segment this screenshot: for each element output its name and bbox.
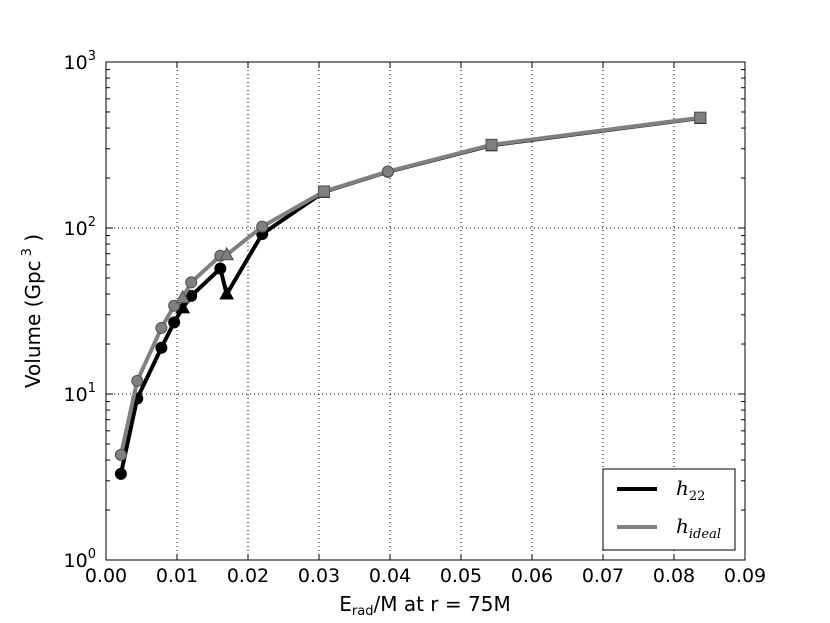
series-h-ideal-point (131, 374, 144, 387)
series-h-22-point (219, 286, 235, 300)
x-axis-label: Erad/M at r = 75M (339, 592, 510, 619)
series-h-ideal-point (256, 220, 269, 233)
series-h-ideal-point (485, 138, 498, 151)
x-tick-label: 0.02 (227, 565, 269, 587)
series-h-22-point (155, 341, 168, 354)
x-tick-label: 0.08 (653, 565, 695, 587)
x-tick-label: 0.09 (724, 565, 766, 587)
plot-frame (105, 61, 746, 561)
legend-label-hideal: hideal (676, 514, 721, 542)
x-tick-label: 0.03 (298, 565, 340, 587)
series-h-22-point (168, 316, 181, 329)
series-h-ideal-point (114, 448, 127, 461)
y-tick-label: 103 (64, 49, 96, 74)
series-h-ideal-point (381, 165, 394, 178)
tick-labels: 0.00 0.01 0.02 0.03 0.04 0.05 0.06 0.07 0.08 0.09… (64, 49, 767, 587)
x-tick-label: 0.07 (582, 565, 624, 587)
series-h-ideal-point (185, 276, 198, 289)
x-tick-label: 0.01 (156, 565, 198, 587)
ticks (105, 61, 746, 561)
legend-box (602, 468, 736, 551)
x-tick-label: 0.00 (85, 565, 127, 587)
series-h-ideal-point (175, 289, 191, 304)
series-h-22-point (214, 262, 227, 275)
legend: h22 hideal (602, 468, 736, 551)
y-axis-label: Volume (Gpc3 ) (20, 234, 45, 388)
series-layer (114, 111, 707, 480)
y-tick-label: 101 (64, 381, 96, 406)
series-h-ideal-point (155, 321, 168, 334)
x-tick-label: 0.06 (511, 565, 553, 587)
series-h-ideal-point (694, 111, 707, 124)
x-tick-label: 0.04 (369, 565, 411, 587)
y-tick-label: 100 (64, 547, 96, 572)
series-h-ideal-point (219, 246, 235, 261)
series-h-22-point (114, 467, 127, 480)
legend-label-h22: h22 (676, 476, 705, 504)
series-h-ideal-point (317, 185, 330, 198)
y-tick-label: 102 (64, 215, 96, 240)
x-tick-label: 0.05 (440, 565, 482, 587)
